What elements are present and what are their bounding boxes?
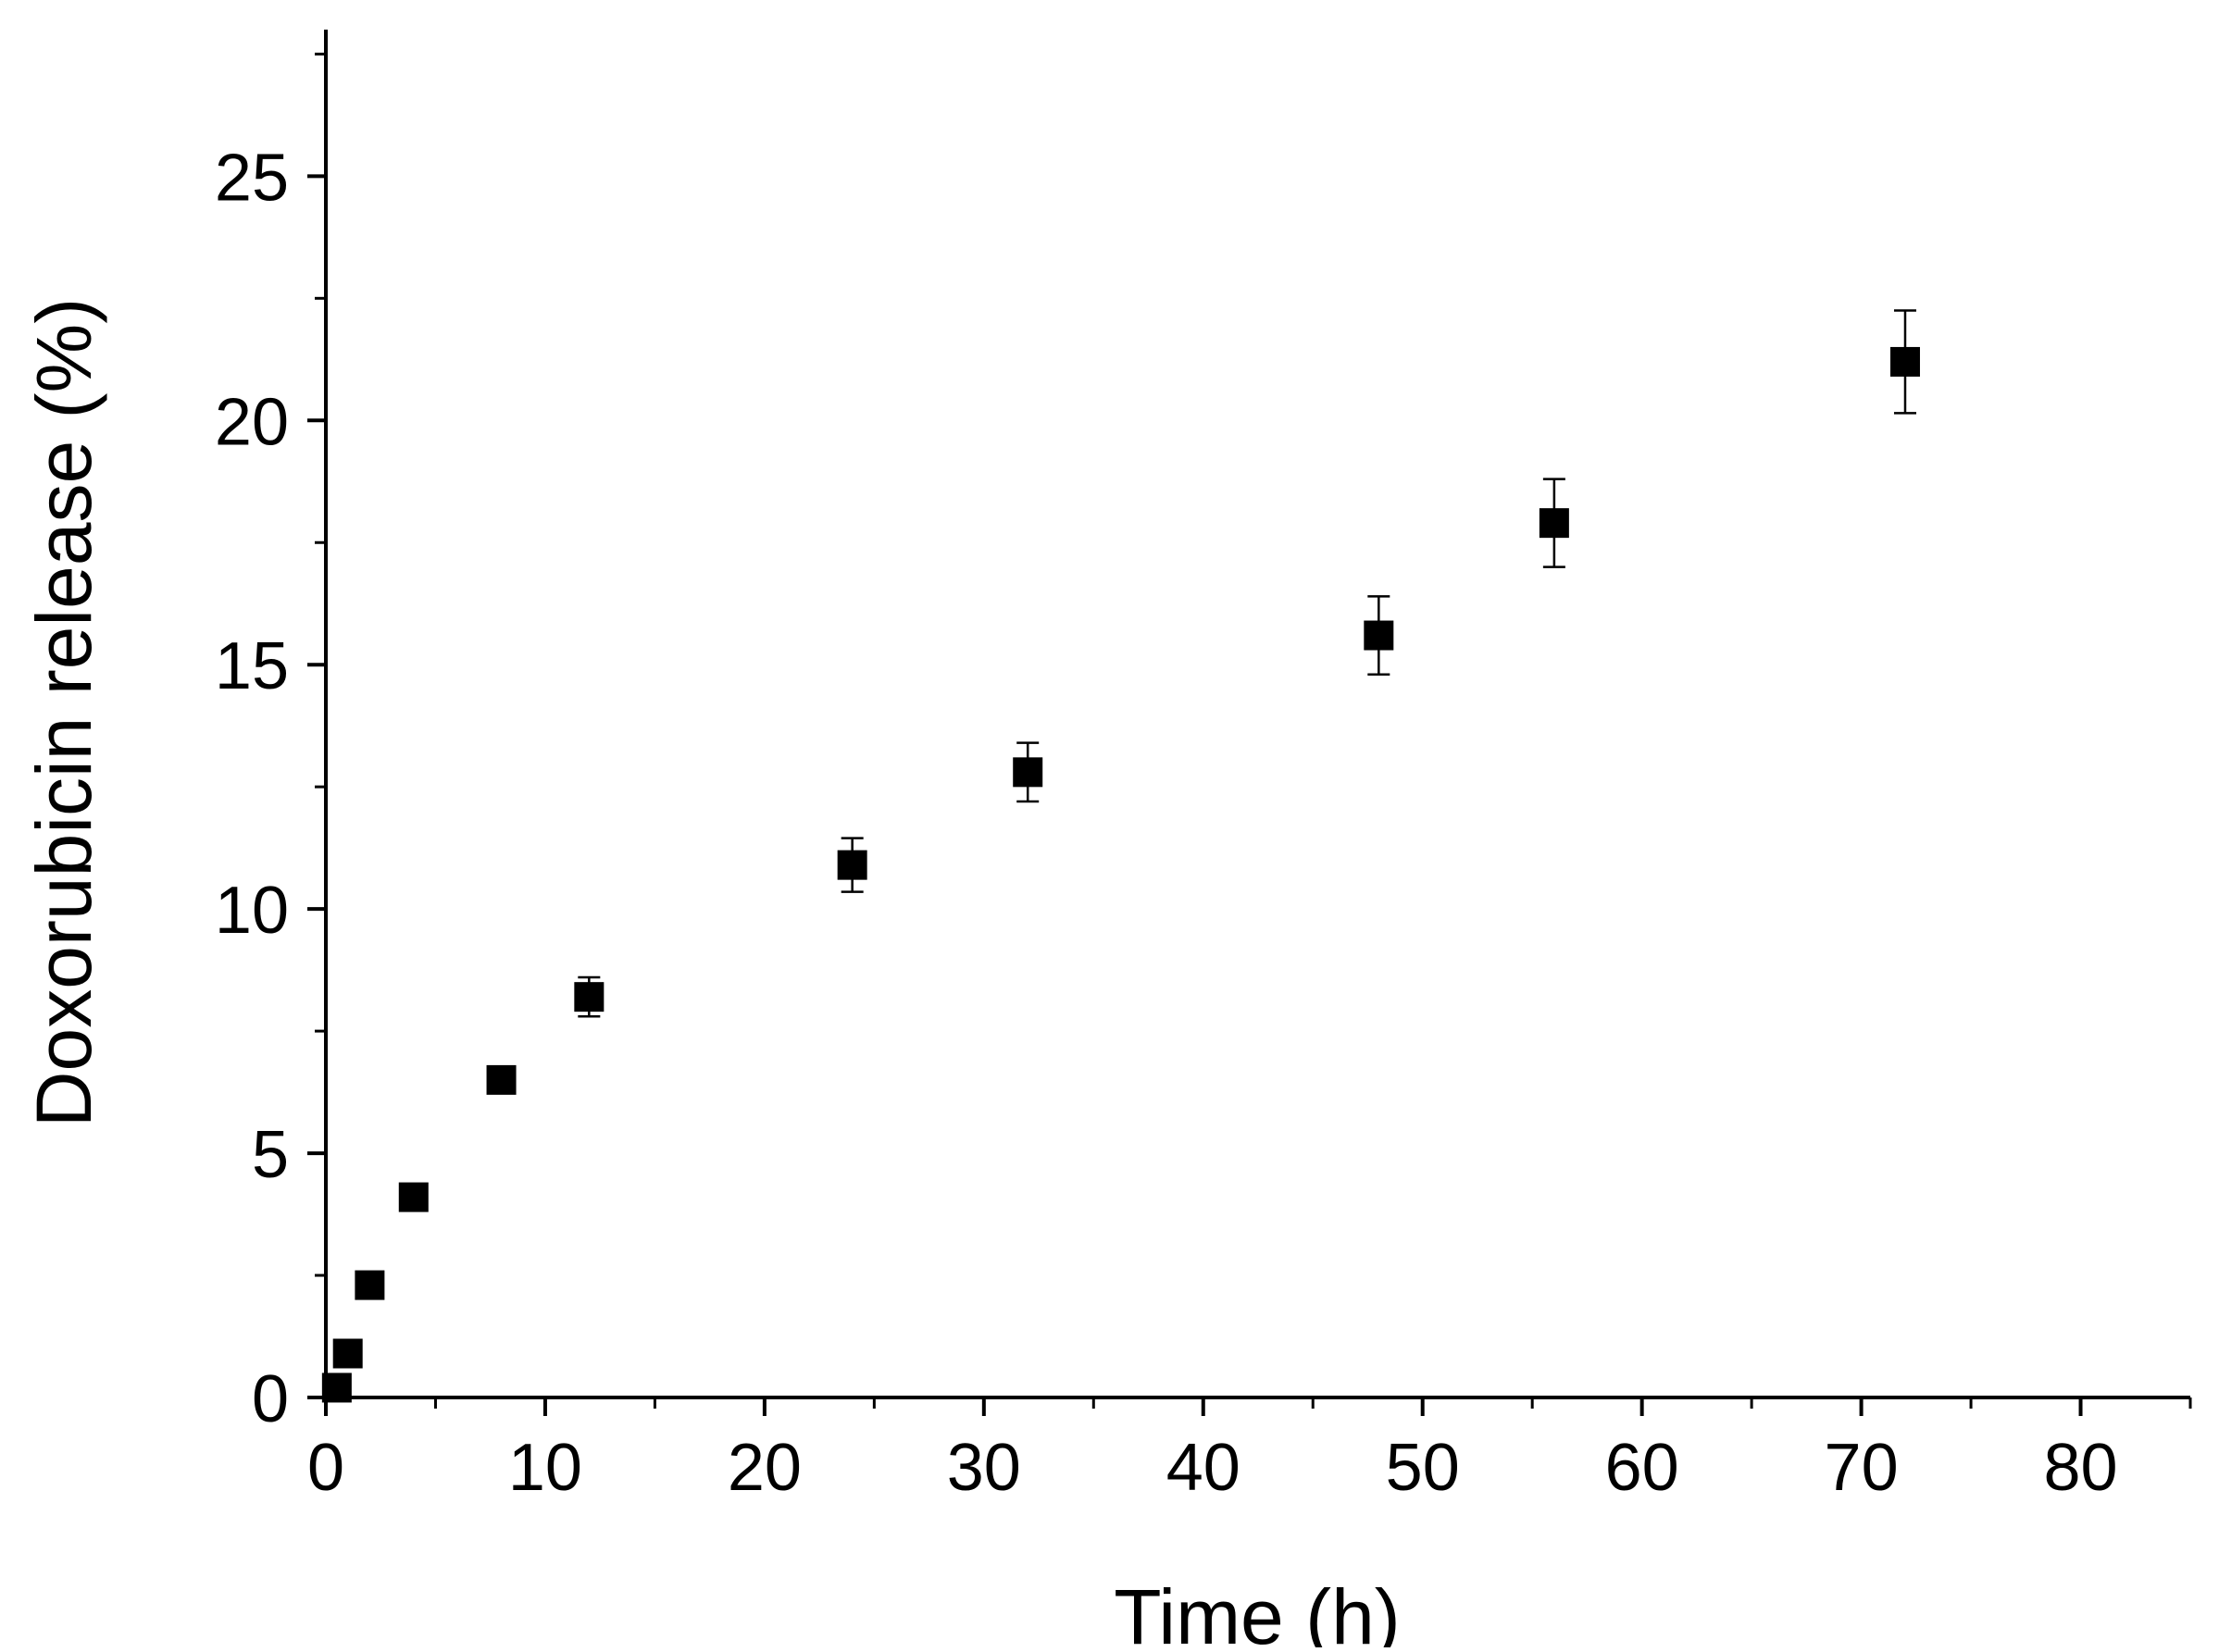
y-tick-label: 20 [215,385,289,459]
data-points [321,346,1920,1403]
y-tick-label: 25 [215,141,289,215]
data-point [321,1373,352,1403]
x-tick-label: 0 [307,1431,344,1505]
x-tick-label: 40 [1166,1431,1240,1505]
y-tick-label: 10 [215,874,289,948]
data-point [332,1338,363,1369]
axes [324,30,2190,1399]
data-point [486,1064,517,1095]
x-tick-label: 50 [1386,1431,1460,1505]
data-point [1539,508,1569,539]
x-tick-label: 80 [2043,1431,2117,1505]
data-point [574,982,605,1012]
x-tick-label: 70 [1825,1431,1899,1505]
x-tick-label: 10 [508,1431,582,1505]
y-tick-label: 0 [252,1362,289,1436]
x-axis-title: Time (h) [1114,1573,1401,1647]
x-tick-label: 20 [728,1431,802,1505]
y-tick-label: 5 [252,1118,289,1192]
error-bars [325,309,1916,1394]
data-point [398,1182,429,1212]
y-tick-label: 15 [215,629,289,703]
data-point [1013,757,1043,788]
data-point [1364,620,1394,651]
x-tick-label: 60 [1605,1431,1679,1505]
x-tick-label: 30 [947,1431,1021,1505]
ticks: 0 10 20 30 40 50 60 70 80 0 5 10 15 20 25 [215,52,2192,1505]
y-axis-title: Doxorubicin release (%) [20,298,107,1127]
data-point [837,850,867,880]
data-point [355,1270,385,1300]
data-point [1889,346,1920,377]
